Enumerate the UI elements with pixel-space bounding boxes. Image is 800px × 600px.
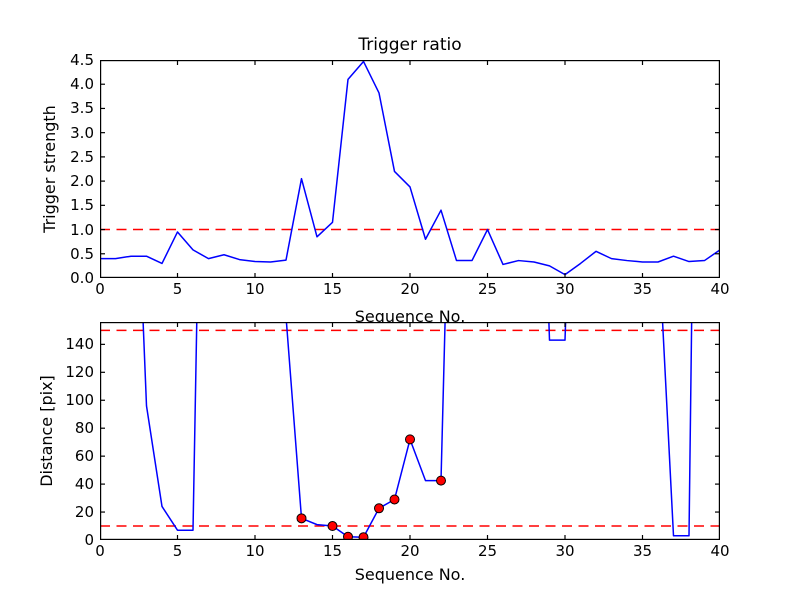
x-tick-label: 25 [477,280,498,298]
y-tick-label: 100 [65,391,94,410]
data-point-marker [389,494,400,505]
axes-frame [100,60,720,278]
x-tick-label: 15 [322,280,343,298]
y-tick-label: 2.0 [70,172,94,191]
x-tick-label: 35 [632,280,653,298]
x-tick-label: 0 [95,542,105,560]
x-tick-label: 5 [172,280,183,298]
x-tick-label: 15 [322,542,343,560]
x-tick-label: 10 [245,280,265,298]
x-tick-label: 0 [95,280,105,298]
x-tick-label: 40 [710,280,730,298]
y-tick-label: 80 [74,419,94,438]
data-point-marker [343,531,353,540]
y-tick-label: 4.5 [70,51,94,69]
x-tick-label: 20 [400,542,420,560]
chart-title: Trigger ratio [358,35,462,55]
x-tick-label: 40 [710,542,730,560]
y-tick-label: 20 [74,503,94,522]
axes-background [100,60,720,278]
y-tick-label: 2.5 [70,147,94,166]
y-tick-label: 140 [65,335,94,354]
x-tick-label: 30 [555,542,575,560]
y-tick-label: 3.0 [70,123,94,142]
axes-background [100,322,720,540]
x-tick-label: 5 [172,542,183,560]
trigger-strength-line [100,60,720,276]
bottom-x-axis-label: Sequence No. [354,565,466,584]
y-tick-label: 0.0 [70,269,94,287]
data-point-marker [327,521,338,532]
data-point-marker [296,513,307,524]
y-tick-label: 40 [74,475,94,494]
y-tick-label: 3.5 [70,99,94,118]
y-tick-label: 0.5 [70,244,94,263]
data-point-marker [358,532,369,540]
x-tick-label: 35 [632,542,653,560]
data-point-marker [405,434,415,445]
x-tick-label: 25 [477,542,498,560]
y-tick-label: 4.0 [70,75,94,94]
y-tick-label: 1.5 [70,196,94,215]
y-tick-label: 1.0 [70,220,94,239]
bottom-chart-canvas [100,322,720,540]
data-point-marker [436,475,446,486]
axes-frame [100,322,720,540]
y-tick-label: 0 [84,531,94,549]
x-tick-label: 20 [400,280,420,298]
data-point-marker [374,503,384,514]
top-chart-canvas [100,60,720,278]
x-tick-label: 10 [245,542,265,560]
x-tick-label: 30 [555,280,575,298]
y-tick-label: 120 [65,363,94,382]
top-x-axis-label: Sequence No. [354,307,466,326]
y-tick-label: 60 [74,447,94,466]
